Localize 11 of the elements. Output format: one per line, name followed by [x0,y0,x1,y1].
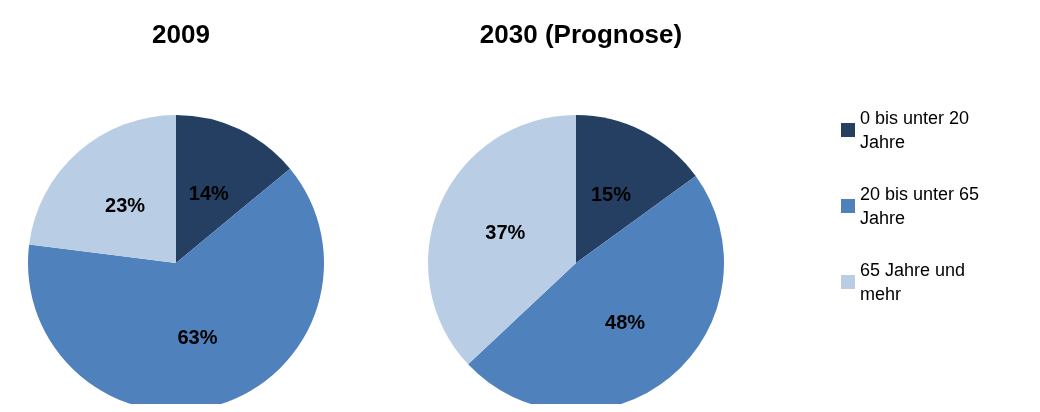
data-label: 48% [605,311,646,334]
chart-title: 2030 (Prognose) [479,19,683,49]
data-label: 37% [485,221,526,244]
data-label: 15% [590,183,632,206]
legend-label: 65 Jahre und mehr [860,260,971,304]
chart-title: 2009 [152,19,210,49]
legend-label: 20 bis unter 65 Jahre [860,184,985,228]
data-label: 23% [105,194,146,217]
data-label: 14% [188,182,230,205]
legend-label: 0 bis unter 20 Jahre [860,108,975,152]
data-label: 63% [177,325,218,348]
